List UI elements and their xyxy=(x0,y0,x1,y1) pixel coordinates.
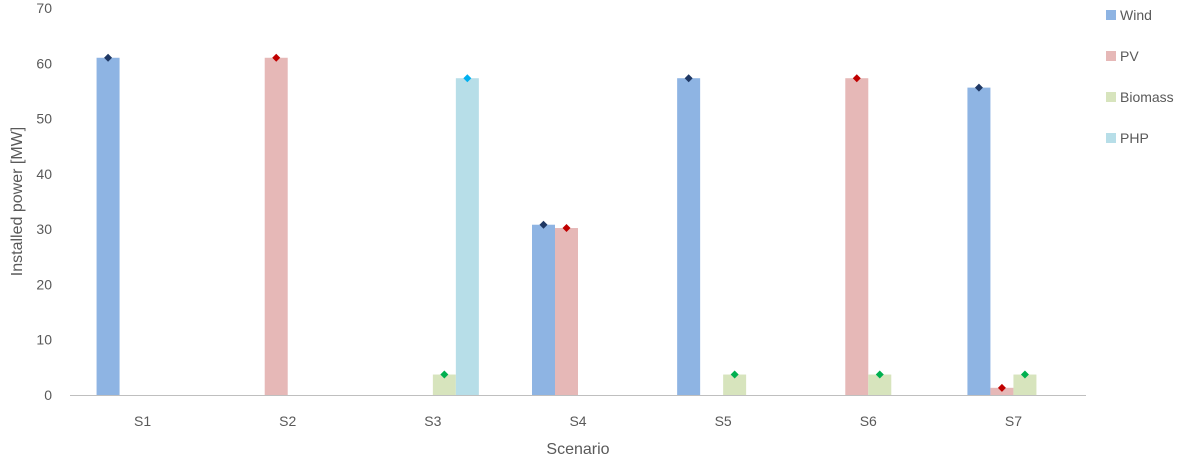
marker-biomass-s6 xyxy=(875,370,884,379)
bar-wind-s7 xyxy=(967,87,991,396)
marker-wind-s5 xyxy=(684,74,693,83)
bar-wind-s5 xyxy=(677,78,701,395)
marker-wind-s1 xyxy=(104,53,113,62)
y-axis-ticks: 0 10 20 30 40 50 60 70 xyxy=(36,0,52,403)
legend-label-wind: Wind xyxy=(1120,7,1152,23)
bars xyxy=(96,57,1037,396)
marker-wind-s7 xyxy=(974,83,983,92)
legend-swatch-php xyxy=(1106,133,1116,143)
marker-biomass-s5 xyxy=(730,370,739,379)
legend-swatch-pv xyxy=(1106,51,1116,61)
marker-pv-s6 xyxy=(852,74,861,83)
y-tick-label: 30 xyxy=(36,221,52,237)
x-tick-label: S2 xyxy=(279,413,296,429)
marker-pv-s4 xyxy=(562,224,571,233)
x-tick-label: S3 xyxy=(424,413,441,429)
legend: Wind PV Biomass PHP xyxy=(1106,7,1174,146)
marker-biomass-s3 xyxy=(440,370,449,379)
y-tick-label: 60 xyxy=(36,55,52,71)
bar-biomass-s6 xyxy=(868,374,892,395)
bar-pv-s6 xyxy=(845,78,869,395)
marker-pv-s2 xyxy=(272,53,281,62)
y-axis-title: Installed power [MW] xyxy=(9,127,26,276)
x-axis-ticks: S1 S2 S3 S4 S5 S6 S7 xyxy=(134,413,1022,429)
y-tick-label: 40 xyxy=(36,166,52,182)
legend-swatch-biomass xyxy=(1106,92,1116,102)
y-tick-label: 0 xyxy=(44,387,52,403)
x-tick-label: S1 xyxy=(134,413,151,429)
bar-pv-s2 xyxy=(264,57,288,395)
marker-wind-s4 xyxy=(539,220,548,229)
bar-biomass-s7 xyxy=(1013,374,1037,395)
x-tick-label: S7 xyxy=(1005,413,1022,429)
x-tick-label: S5 xyxy=(715,413,732,429)
marker-biomass-s7 xyxy=(1020,370,1029,379)
legend-label-php: PHP xyxy=(1120,130,1149,146)
x-axis-title: Scenario xyxy=(546,441,609,458)
y-tick-label: 20 xyxy=(36,276,52,292)
marker-pv-s7 xyxy=(997,383,1006,392)
x-tick-label: S4 xyxy=(569,413,586,429)
x-tick-label: S6 xyxy=(860,413,877,429)
legend-label-pv: PV xyxy=(1120,48,1139,64)
bar-wind-s1 xyxy=(96,57,120,395)
y-tick-label: 50 xyxy=(36,111,52,127)
bar-pv-s4 xyxy=(555,228,578,395)
y-tick-label: 70 xyxy=(36,0,52,16)
bar-biomass-s5 xyxy=(723,374,747,395)
bar-biomass-s3 xyxy=(432,374,456,395)
legend-label-biomass: Biomass xyxy=(1120,89,1174,105)
bar-php-s3 xyxy=(455,78,479,395)
legend-swatch-wind xyxy=(1106,10,1116,20)
bar-wind-s4 xyxy=(532,224,555,395)
marker-php-s3 xyxy=(463,74,472,83)
markers xyxy=(104,53,1029,392)
y-tick-label: 10 xyxy=(36,332,52,348)
